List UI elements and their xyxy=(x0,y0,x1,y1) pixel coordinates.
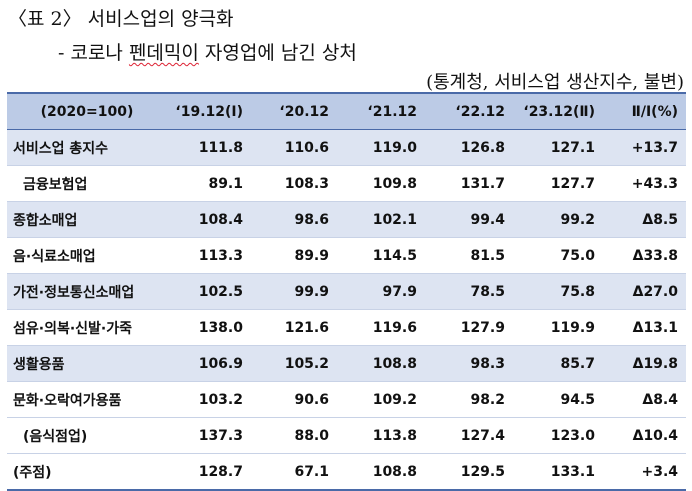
index-table: (2020=100) ‘19.12(Ⅰ) ‘20.12 ‘21.12 ‘22.1… xyxy=(7,92,686,491)
row-label: (주점) xyxy=(7,453,167,491)
row-value: 113.3 xyxy=(167,237,251,274)
row-value: 127.1 xyxy=(513,129,603,166)
row-label: 섬유·의복·신발·가죽 xyxy=(7,309,167,346)
row-value: 106.9 xyxy=(167,345,251,382)
row-value: 114.5 xyxy=(337,237,425,274)
row-value: +43.3 xyxy=(603,165,686,202)
header-21-12: ‘21.12 xyxy=(337,92,425,130)
row-value: 127.7 xyxy=(513,165,603,202)
row-value: 109.2 xyxy=(337,381,425,418)
row-label: 생활용품 xyxy=(7,345,167,382)
row-value: 98.3 xyxy=(425,345,513,382)
header-22-12: ‘22.12 xyxy=(425,92,513,130)
row-value: 98.2 xyxy=(425,381,513,418)
table-row: 종합소매업 108.4 98.6 102.1 99.4 99.2 Δ8.5 xyxy=(7,201,686,238)
header-base-year: (2020=100) xyxy=(7,92,167,130)
table-row: 문화·오락여가용품 103.2 90.6 109.2 98.2 94.5 Δ8.4 xyxy=(7,381,686,418)
header-23-12: ‘23.12(Ⅱ) xyxy=(513,92,603,130)
header-ratio: Ⅱ/Ⅰ(%) xyxy=(603,92,686,130)
row-value: Δ33.8 xyxy=(603,237,686,274)
row-value: 85.7 xyxy=(513,345,603,382)
subtitle-underlined-word: 펜데믹이 xyxy=(128,42,199,64)
row-label: 금융보험업 xyxy=(7,165,167,202)
row-value: +3.4 xyxy=(603,453,686,491)
table-row: 서비스업 총지수 111.8 110.6 119.0 126.8 127.1 +13.7 xyxy=(7,129,686,166)
row-value: 81.5 xyxy=(425,237,513,274)
row-value: 128.7 xyxy=(167,453,251,491)
row-value: 98.6 xyxy=(251,201,337,238)
row-value: Δ19.8 xyxy=(603,345,686,382)
row-value: 67.1 xyxy=(251,453,337,491)
row-value: 129.5 xyxy=(425,453,513,491)
row-value: 108.3 xyxy=(251,165,337,202)
row-value: 99.4 xyxy=(425,201,513,238)
row-value: 108.8 xyxy=(337,453,425,491)
row-label: (음식점업) xyxy=(7,417,167,454)
table-row: 음·식료소매업 113.3 89.9 114.5 81.5 75.0 Δ33.8 xyxy=(7,237,686,274)
row-label: 문화·오락여가용품 xyxy=(7,381,167,418)
row-label: 종합소매업 xyxy=(7,201,167,238)
row-value: 94.5 xyxy=(513,381,603,418)
row-value: 119.0 xyxy=(337,129,425,166)
row-value: 110.6 xyxy=(251,129,337,166)
table-row: 섬유·의복·신발·가죽 138.0 121.6 119.6 127.9 119.9 Δ13.… xyxy=(7,309,686,346)
table-header-row: (2020=100) ‘19.12(Ⅰ) ‘20.12 ‘21.12 ‘22.1… xyxy=(7,92,686,130)
row-value: 99.9 xyxy=(251,273,337,310)
row-value: 78.5 xyxy=(425,273,513,310)
row-value: Δ8.5 xyxy=(603,201,686,238)
row-value: 121.6 xyxy=(251,309,337,346)
document-title: 〈표 2〉 서비스업의 양극화 xyxy=(8,8,234,30)
row-value: 119.9 xyxy=(513,309,603,346)
row-value: 127.9 xyxy=(425,309,513,346)
table-row: 금융보험업 89.1 108.3 109.8 131.7 127.7 +43.3 xyxy=(7,165,686,202)
row-value: 137.3 xyxy=(167,417,251,454)
row-value: 99.2 xyxy=(513,201,603,238)
row-value: 90.6 xyxy=(251,381,337,418)
row-value: 89.9 xyxy=(251,237,337,274)
row-label: 음·식료소매업 xyxy=(7,237,167,274)
row-value: 102.1 xyxy=(337,201,425,238)
row-value: 111.8 xyxy=(167,129,251,166)
row-value: 127.4 xyxy=(425,417,513,454)
row-value: 108.4 xyxy=(167,201,251,238)
row-value: 133.1 xyxy=(513,453,603,491)
row-value: 88.0 xyxy=(251,417,337,454)
row-value: 102.5 xyxy=(167,273,251,310)
table-row: 생활용품 106.9 105.2 108.8 98.3 85.7 Δ19.8 xyxy=(7,345,686,382)
subtitle-prefix: - 코로나 xyxy=(58,42,129,64)
row-value: 75.8 xyxy=(513,273,603,310)
row-label: 가전·정보통신소매업 xyxy=(7,273,167,310)
row-value: 113.8 xyxy=(337,417,425,454)
row-value: 103.2 xyxy=(167,381,251,418)
subtitle-suffix: 자영업에 남긴 상처 xyxy=(198,42,357,64)
row-value: Δ8.4 xyxy=(603,381,686,418)
row-value: 75.0 xyxy=(513,237,603,274)
row-value: 97.9 xyxy=(337,273,425,310)
table-row: (음식점업) 137.3 88.0 113.8 127.4 123.0 Δ10.4 xyxy=(7,417,686,454)
table-row: (주점) 128.7 67.1 108.8 129.5 133.1 +3.4 xyxy=(7,453,686,491)
header-20-12: ‘20.12 xyxy=(251,92,337,130)
row-value: Δ10.4 xyxy=(603,417,686,454)
row-value: 89.1 xyxy=(167,165,251,202)
header-19-12: ‘19.12(Ⅰ) xyxy=(167,92,251,130)
row-value: 105.2 xyxy=(251,345,337,382)
row-value: 138.0 xyxy=(167,309,251,346)
source-note: (통계청, 서비스업 생산지수, 불변) xyxy=(426,72,684,93)
row-value: +13.7 xyxy=(603,129,686,166)
row-value: 108.8 xyxy=(337,345,425,382)
row-value: 123.0 xyxy=(513,417,603,454)
row-value: 109.8 xyxy=(337,165,425,202)
row-value: 131.7 xyxy=(425,165,513,202)
row-value: Δ13.1 xyxy=(603,309,686,346)
row-value: 126.8 xyxy=(425,129,513,166)
row-value: 119.6 xyxy=(337,309,425,346)
document-subtitle: - 코로나 펜데믹이 자영업에 남긴 상처 xyxy=(58,38,357,65)
row-label: 서비스업 총지수 xyxy=(7,129,167,166)
table-row: 가전·정보통신소매업 102.5 99.9 97.9 78.5 75.8 Δ27.0 xyxy=(7,273,686,310)
row-value: Δ27.0 xyxy=(603,273,686,310)
